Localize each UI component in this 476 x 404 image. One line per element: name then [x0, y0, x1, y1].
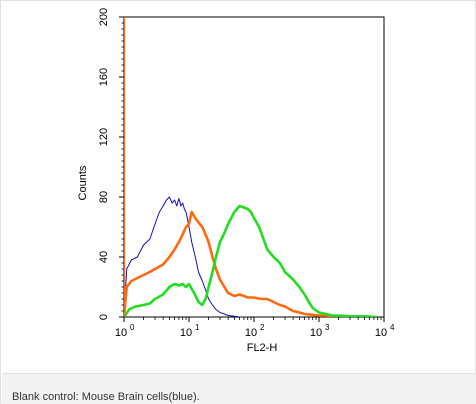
x-tick-label: 10: [375, 327, 387, 339]
y-tick-label: 200: [98, 8, 110, 26]
x-tick-exponent: 3: [325, 323, 330, 332]
series-line-1: [124, 210, 350, 317]
caption-bar: Blank control: Mouse Brain cells(blue).: [2, 373, 476, 404]
y-tick-label: 120: [98, 128, 110, 146]
x-tick-label: 10: [115, 327, 127, 339]
x-tick-label: 10: [310, 327, 322, 339]
x-tick-label: 10: [245, 327, 257, 339]
plot-frame: [123, 16, 385, 318]
y-tick-label: 80: [98, 191, 110, 203]
x-tick-exponent: 0: [130, 323, 135, 332]
x-tick-exponent: 4: [390, 323, 395, 332]
y-tick-label: 40: [98, 251, 110, 263]
y-tick-label: 0: [98, 314, 110, 320]
x-axis-label: FL2-H: [247, 342, 278, 354]
x-tick-label: 10: [180, 327, 192, 339]
y-axis-label: Counts: [77, 165, 89, 200]
series-line-0: [124, 196, 248, 317]
x-tick-exponent: 2: [260, 323, 265, 332]
figure-caption: Blank control: Mouse Brain cells(blue).: [12, 391, 200, 403]
y-tick-label: 160: [98, 68, 110, 86]
histogram-chart: 0 40 80 120 160 200 10 0 10 1 10 2 10 3 10 4 FL2-H Counts: [67, 5, 411, 367]
series-line-2: [124, 204, 378, 317]
x-tick-exponent: 1: [195, 323, 200, 332]
